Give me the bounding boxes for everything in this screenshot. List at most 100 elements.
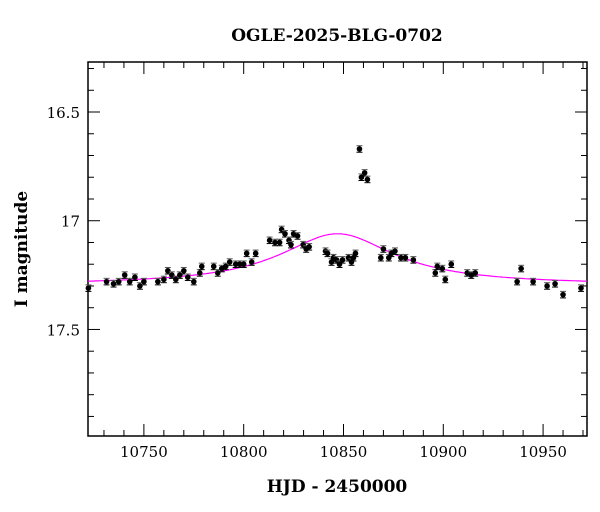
point-marker xyxy=(121,272,128,278)
data-point xyxy=(514,277,521,286)
point-marker xyxy=(380,246,387,252)
point-marker xyxy=(578,285,584,291)
data-point xyxy=(121,271,128,279)
point-marker xyxy=(240,261,247,268)
point-marker xyxy=(110,280,117,287)
point-marker xyxy=(210,263,217,270)
point-marker xyxy=(173,276,179,283)
point-marker xyxy=(339,257,346,263)
point-marker xyxy=(294,233,301,239)
data-point xyxy=(377,253,384,262)
point-marker xyxy=(196,270,203,276)
data-point xyxy=(306,243,313,251)
point-marker xyxy=(276,239,283,246)
data-point xyxy=(110,280,117,288)
data-point xyxy=(126,277,133,286)
data-point xyxy=(131,273,138,282)
point-marker xyxy=(432,270,439,276)
y-axis-label: I magnitude xyxy=(12,191,32,308)
point-marker xyxy=(364,176,371,183)
data-point xyxy=(410,256,417,264)
data-point xyxy=(226,258,233,266)
data-point xyxy=(552,280,559,288)
point-marker xyxy=(402,254,409,261)
data-point xyxy=(240,260,247,268)
point-marker xyxy=(392,248,398,254)
point-marker xyxy=(190,278,197,285)
data-point xyxy=(530,277,537,286)
data-point xyxy=(198,262,205,271)
point-marker xyxy=(252,250,259,257)
data-point xyxy=(356,145,363,153)
point-marker xyxy=(165,267,171,274)
data-point xyxy=(434,262,441,271)
point-marker xyxy=(378,254,384,261)
data-point xyxy=(397,253,404,262)
point-marker xyxy=(222,263,229,270)
data-point xyxy=(352,249,359,258)
data-point xyxy=(184,273,191,282)
data-point xyxy=(176,271,183,279)
point-marker xyxy=(442,276,449,283)
data-point xyxy=(85,284,92,292)
x-tick-label: 10750 xyxy=(120,443,168,461)
point-marker xyxy=(472,270,479,276)
data-point xyxy=(402,253,409,262)
point-marker xyxy=(410,257,417,263)
data-point xyxy=(578,284,585,292)
data-point xyxy=(544,282,551,290)
point-marker xyxy=(361,170,368,176)
point-marker xyxy=(544,283,550,289)
point-marker xyxy=(169,272,175,278)
data-point xyxy=(160,275,167,284)
chart-title: OGLE-2025-BLG-0702 xyxy=(231,26,443,46)
point-marker xyxy=(232,261,239,268)
point-marker xyxy=(236,261,243,268)
y-tick-label: 17.5 xyxy=(47,321,80,339)
data-point xyxy=(190,277,197,286)
point-marker xyxy=(214,270,221,276)
data-point xyxy=(442,275,449,284)
point-marker xyxy=(352,250,359,257)
data-point xyxy=(518,264,525,273)
data-point xyxy=(432,269,439,277)
point-marker xyxy=(185,274,191,281)
x-axis-label: HJD - 2450000 xyxy=(267,477,408,497)
point-marker xyxy=(324,250,331,257)
data-point xyxy=(287,240,294,249)
data-point xyxy=(154,277,161,286)
point-marker xyxy=(155,278,161,285)
point-marker xyxy=(181,267,187,274)
point-marker xyxy=(161,276,167,283)
y-tick-label: 17 xyxy=(61,213,80,231)
point-marker xyxy=(282,230,288,237)
point-marker xyxy=(85,285,92,291)
data-point xyxy=(294,232,301,240)
data-point xyxy=(282,230,289,238)
point-marker xyxy=(518,265,524,272)
point-marker xyxy=(126,278,133,285)
data-point xyxy=(560,290,567,299)
data-point xyxy=(214,269,221,277)
point-marker xyxy=(514,278,520,285)
data-point xyxy=(164,266,171,275)
data-point xyxy=(276,238,283,247)
point-marker xyxy=(398,254,404,261)
data-point xyxy=(364,175,371,184)
x-tick-label: 10850 xyxy=(320,443,368,461)
data-point xyxy=(391,247,398,255)
x-tick-label: 10900 xyxy=(419,443,467,461)
point-marker xyxy=(137,283,143,289)
data-point xyxy=(252,249,259,258)
point-marker xyxy=(530,278,536,285)
data-point xyxy=(266,236,273,245)
data-point xyxy=(103,277,110,286)
point-marker xyxy=(103,278,110,285)
point-marker xyxy=(552,280,558,287)
data-point xyxy=(272,238,279,247)
data-point xyxy=(472,269,479,277)
data-point xyxy=(180,266,187,275)
point-marker xyxy=(434,263,441,270)
data-point xyxy=(248,258,255,266)
